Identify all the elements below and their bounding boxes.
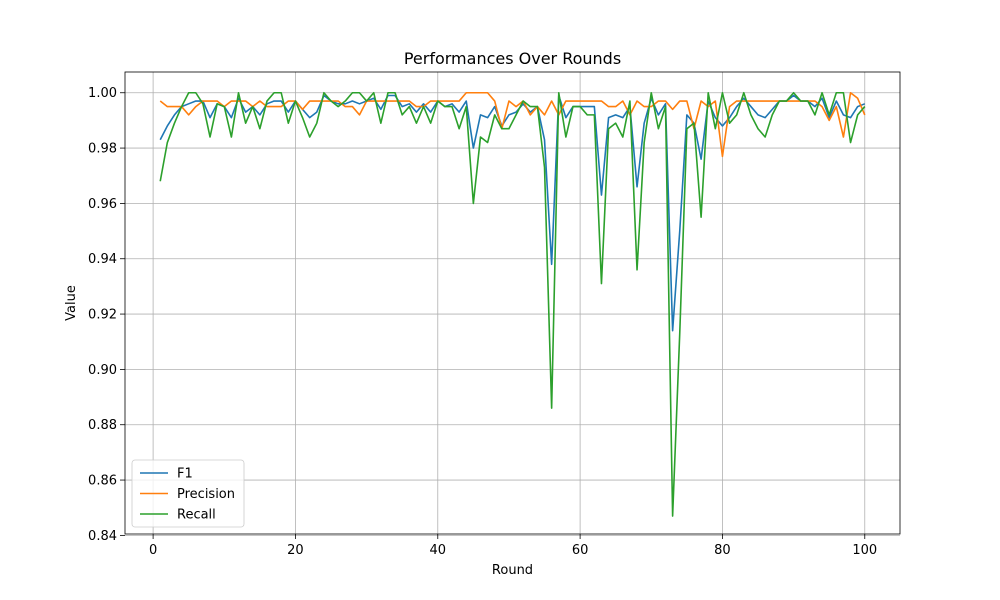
x-tick-label: 100 [852, 543, 877, 558]
x-tick-label: 20 [287, 543, 304, 558]
y-tick-label: 0.84 [88, 529, 117, 544]
grid-lines [125, 72, 900, 536]
x-tick-label: 60 [572, 543, 589, 558]
chart-title: Performances Over Rounds [404, 49, 621, 68]
legend-label-f1: F1 [177, 467, 193, 482]
legend-box [131, 459, 245, 528]
y-tick-label: 0.96 [88, 197, 117, 212]
x-tick-label: 0 [149, 543, 157, 558]
x-axis-label: Round [492, 563, 533, 578]
y-tick-label: 0.86 [88, 474, 117, 489]
y-tick-label: 0.98 [88, 142, 117, 157]
series-lines [159, 91, 866, 517]
y-tick-label: 0.88 [88, 418, 117, 433]
legend: F1 Precision Recall [131, 459, 245, 528]
y-axis-label: Value [64, 285, 79, 321]
series-line-precision [159, 91, 866, 158]
x-axis-ticks: 0 20 40 60 80 100 [149, 534, 877, 558]
legend-label-recall: Recall [177, 508, 216, 523]
series-line-recall [159, 91, 866, 517]
axes-border [124, 71, 901, 535]
y-axis-ticks: 0.84 0.86 0.88 0.90 0.92 0.94 0.96 0.98 1.00 [88, 86, 125, 544]
y-tick-label: 1.00 [88, 86, 117, 101]
axes-frame [124, 71, 901, 535]
x-tick-label: 40 [430, 543, 447, 558]
y-tick-label: 0.94 [88, 252, 117, 267]
y-tick-label: 0.90 [88, 363, 117, 378]
legend-label-precision: Precision [177, 487, 235, 502]
x-tick-label: 80 [714, 543, 731, 558]
plot-background [125, 72, 900, 534]
y-tick-label: 0.92 [88, 308, 117, 323]
plot-area [125, 72, 900, 534]
